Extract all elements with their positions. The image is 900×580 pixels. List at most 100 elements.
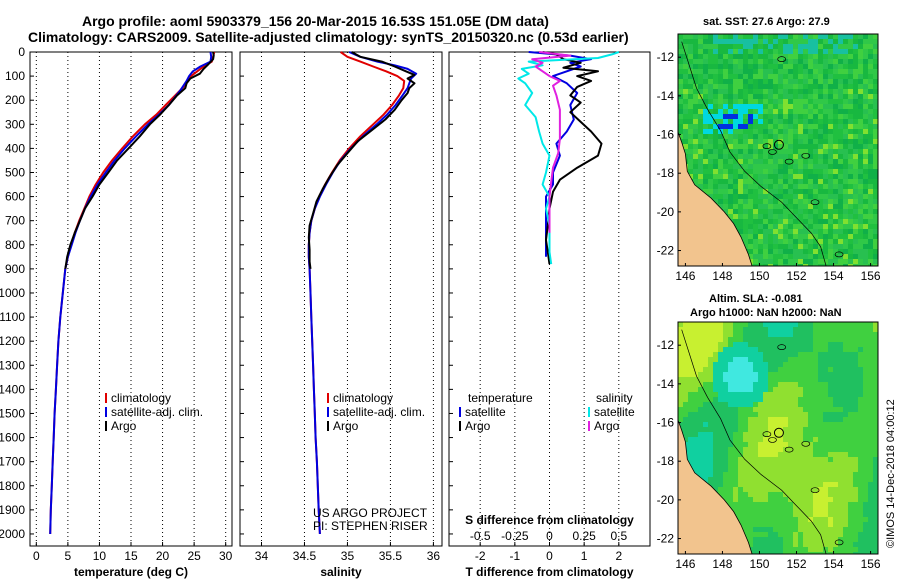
map-sla-grid-cell [773,412,778,417]
map-sst-grid-cell [778,114,783,119]
map-sla-grid-cell [843,397,848,402]
map-sst-grid-cell [708,194,713,199]
map-sst-grid-cell [783,239,788,244]
map-sst-grid-cell [723,144,728,149]
map-sla-reef-outline [768,437,777,443]
map-sla-grid-cell [768,547,773,552]
map-sla-grid-cell [823,537,828,542]
map-sst-grid-cell [758,79,763,84]
map-sst-grid-cell [808,234,813,239]
map-sst-grid-cell [828,154,833,159]
map-sla-grid-cell [723,387,728,392]
map-sst-grid-cell [678,44,683,49]
map-sst-grid-cell [873,114,878,119]
map-sla-grid-cell [733,362,738,367]
map-sla-grid-cell [873,497,878,502]
map-sla-grid-cell [773,442,778,447]
map-sla-grid-cell [853,392,858,397]
map-sst-reef-outline [784,158,794,165]
map-sst-grid-cell [743,119,748,124]
map-sst-grid-cell [748,234,753,239]
map-sla-grid-cell [738,517,743,522]
map-sst-grid-cell [733,109,738,114]
map-sla-grid-cell [843,497,848,502]
map-sla-grid-cell [683,322,688,327]
map-sla-grid-cell [773,452,778,457]
map-sst-grid-cell [818,59,823,64]
map-sst-grid-cell [818,254,823,259]
map-sst-grid-cell [688,84,693,89]
map-sla-grid-cell [828,512,833,517]
map-sla-grid-cell [758,437,763,442]
map-sla-grid-cell [858,427,863,432]
map-sst-grid-cell [853,114,858,119]
map-sst-grid-cell [833,229,838,234]
map-sla-grid-cell [828,482,833,487]
map-sst-grid-cell [698,79,703,84]
map-sst-grid-cell [688,64,693,69]
map-sst-grid-cell [838,124,843,129]
map-sla-grid-cell [738,487,743,492]
map-sla-grid-cell [793,432,798,437]
map-sst-grid-cell [788,174,793,179]
map-sla-grid-cell [748,512,753,517]
map-sst-grid-cell [683,84,688,89]
map-sst-grid-cell [723,104,728,109]
map-sla-grid-cell [728,392,733,397]
map-sst-grid-cell [773,74,778,79]
map-sla-grid-cell [733,337,738,342]
map-sst-grid-cell [808,214,813,219]
map-sla-grid-cell [773,447,778,452]
map-sla-grid-cell [803,332,808,337]
map-sst-grid-cell [863,219,868,224]
map-sla-y-tick-label: -18 [657,454,675,468]
map-sla-grid-cell [793,552,798,554]
map-sla-grid-cell [863,432,868,437]
map-sst-grid-cell [728,214,733,219]
map-sst-grid-cell [818,89,823,94]
map-sla-grid-cell [853,377,858,382]
map-sla-grid-cell [783,412,788,417]
map-sst-grid-cell [713,184,718,189]
map-sst-grid-cell [788,129,793,134]
map-sst-grid-cell [863,144,868,149]
map-sst-grid-cell [708,34,713,39]
map-sst-grid-cell [848,189,853,194]
map-sst-grid-cell [803,144,808,149]
map-sla-grid-cell [728,472,733,477]
map-sst-grid-cell [783,44,788,49]
map-sla-grid-cell [803,497,808,502]
map-sst-grid-cell [773,124,778,129]
map-sla-grid-cell [818,442,823,447]
map-sst-grid-cell [813,189,818,194]
map-sst-grid-cell [708,144,713,149]
map-sla-grid-cell [793,357,798,362]
map-sst-grid-cell [863,189,868,194]
map-sst-grid-cell [873,69,878,74]
map-sla-grid-cell [853,472,858,477]
map-sla-grid-cell [798,442,803,447]
map-sst-grid-cell [738,54,743,59]
map-sst-grid-cell [693,109,698,114]
map-sst-grid-cell [728,194,733,199]
map-sst-grid-cell [768,99,773,104]
map-sst-grid-cell [823,114,828,119]
map-sst-grid-cell [823,219,828,224]
map-sla-grid-cell [818,422,823,427]
map-sla-grid-cell [703,392,708,397]
map-sla-grid-cell [758,447,763,452]
map-sst-grid-cell [733,164,738,169]
map-sst-grid-cell [778,264,783,266]
map-sst-grid-cell [833,89,838,94]
map-sst-grid-cell [688,74,693,79]
map-sst-grid-cell [833,144,838,149]
map-sst-grid-cell [723,89,728,94]
map-sst-y-tick-label: -22 [657,244,675,258]
map-sla-grid-cell [758,552,763,554]
map-sla-grid-cell [678,412,683,417]
map-sla-grid-cell [693,352,698,357]
map-sst-grid-cell [763,94,768,99]
map-sla-grid-cell [793,487,798,492]
map-sla-grid-cell [688,332,693,337]
map-sst-grid-cell [678,134,683,139]
